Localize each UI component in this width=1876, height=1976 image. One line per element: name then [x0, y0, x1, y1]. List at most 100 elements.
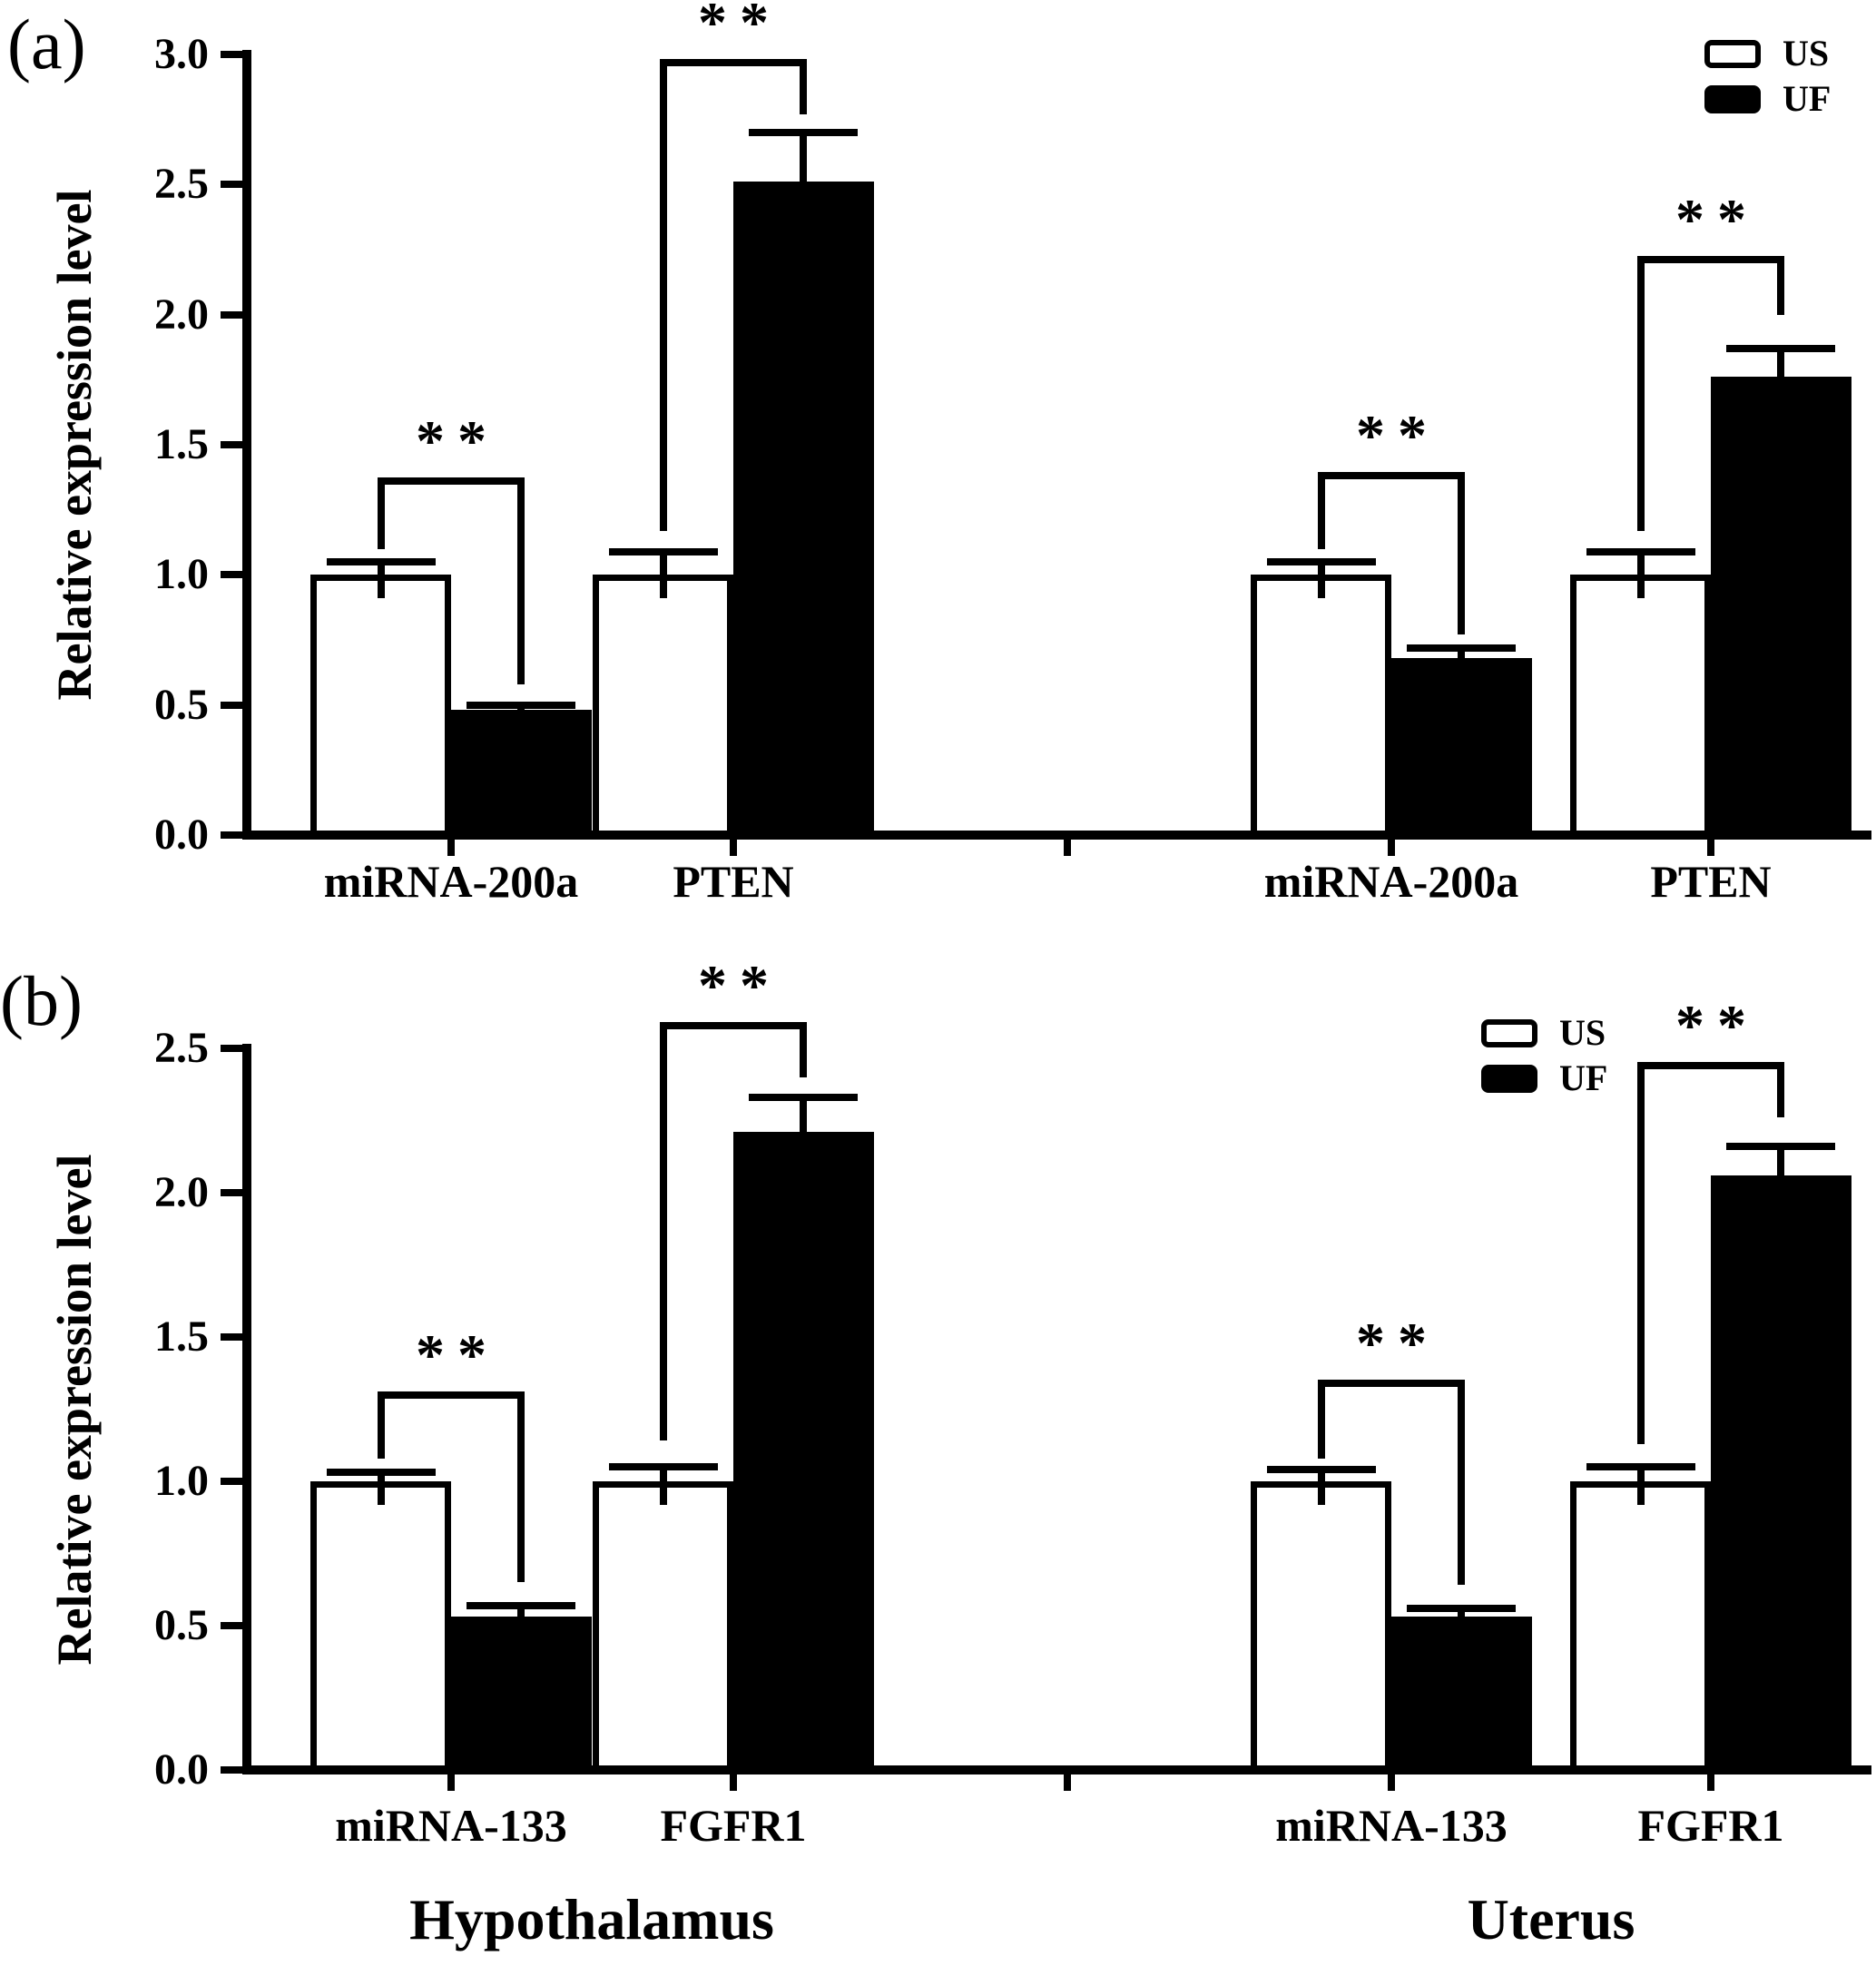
x-tick	[730, 840, 737, 856]
legend-label: US	[1783, 33, 1830, 74]
y-tick	[221, 181, 243, 189]
y-tick-label: 0.0	[154, 811, 209, 859]
error-bar-stem	[1458, 1607, 1465, 1641]
bar-us	[1570, 575, 1711, 839]
category-label: miRNA-133	[1275, 1800, 1508, 1851]
significance-bracket-right-arm	[517, 1391, 525, 1583]
y-tick-label: 2.0	[154, 290, 209, 339]
error-bar-cap	[609, 547, 718, 555]
error-bar-cap	[1586, 547, 1695, 555]
x-tick	[1064, 840, 1071, 856]
significance-bracket-left-arm	[660, 1021, 667, 1441]
x-tick	[1707, 1774, 1714, 1791]
legend-label: UF	[1559, 1057, 1608, 1098]
category-label: miRNA-133	[335, 1800, 567, 1851]
y-tick	[221, 1478, 243, 1485]
error-bar-stem	[660, 551, 667, 599]
significance-bracket-top	[378, 1391, 525, 1399]
y-tick-label: 2.0	[154, 1168, 209, 1216]
significance-bracket-right-arm	[1777, 1062, 1784, 1118]
y-tick	[221, 1333, 243, 1341]
significance-bracket-right-arm	[517, 477, 525, 684]
significance-bracket-left-arm	[378, 1391, 385, 1459]
panel-letter: (a)	[7, 5, 86, 84]
y-tick	[221, 51, 243, 58]
panel-letter: (b)	[0, 961, 83, 1040]
y-tick-label: 3.0	[154, 30, 209, 78]
significance-bracket-left-arm	[1318, 472, 1325, 549]
x-axis-line	[242, 831, 1871, 840]
y-tick-label: 0.0	[154, 1745, 209, 1794]
significance-stars: **	[416, 408, 499, 474]
legend-swatch-uf	[1704, 85, 1761, 113]
significance-bracket-left-arm	[1318, 1379, 1325, 1459]
error-bar-cap	[1407, 1604, 1516, 1612]
error-bar-cap	[327, 558, 436, 565]
bar-us	[593, 1481, 733, 1774]
significance-stars: **	[698, 0, 781, 54]
error-bar-cap	[609, 1463, 718, 1471]
y-tick-label: 1.0	[154, 550, 209, 599]
x-tick	[1388, 1774, 1395, 1791]
legend-swatch-us	[1704, 40, 1761, 68]
significance-bracket-top	[378, 477, 525, 486]
bar-us	[1570, 1481, 1711, 1774]
significance-bracket-right-arm	[1458, 1379, 1465, 1586]
error-bar-cap	[467, 1601, 575, 1609]
y-tick	[221, 1045, 243, 1052]
error-bar-stem	[517, 704, 525, 734]
error-bar-stem	[378, 1472, 385, 1505]
significance-bracket-right-arm	[1777, 256, 1784, 315]
error-bar-stem	[1637, 1467, 1645, 1505]
y-tick	[221, 571, 243, 579]
x-tick	[1707, 840, 1714, 856]
error-bar-cap	[1586, 1463, 1695, 1471]
error-bar-stem	[378, 562, 385, 599]
x-tick	[1064, 1774, 1071, 1791]
error-bar-cap	[1407, 644, 1516, 652]
legend-label: US	[1559, 1012, 1606, 1053]
significance-stars: **	[1675, 993, 1759, 1058]
error-bar-stem	[1637, 551, 1645, 599]
bar-uf	[1711, 1175, 1851, 1774]
category-label: FGFR1	[660, 1800, 807, 1851]
bar-uf	[733, 1132, 874, 1774]
legend-swatch-us	[1481, 1019, 1537, 1047]
bar-us	[310, 575, 451, 839]
legend-swatch-uf	[1481, 1065, 1537, 1093]
error-bar-stem	[1777, 348, 1784, 401]
category-label: FGFR1	[1637, 1800, 1784, 1851]
x-axis-line	[242, 1765, 1871, 1774]
bar-uf	[733, 182, 874, 839]
y-tick-label: 2.5	[154, 1024, 209, 1072]
error-bar-stem	[1318, 1470, 1325, 1505]
category-label: miRNA-200a	[1263, 856, 1519, 907]
legend-label: UF	[1783, 78, 1832, 119]
y-tick-label: 1.5	[154, 420, 209, 468]
error-bar-cap	[327, 1469, 436, 1477]
y-tick-label: 0.5	[154, 1601, 209, 1649]
y-tick	[221, 1622, 243, 1629]
bar-us	[1251, 1481, 1391, 1774]
error-bar-stem	[1318, 562, 1325, 599]
tissue-label: Hypothalamus	[409, 1887, 774, 1951]
y-tick-label: 2.5	[154, 160, 209, 209]
bar-us	[1251, 575, 1391, 839]
y-tick	[221, 831, 243, 839]
x-tick	[447, 840, 455, 856]
significance-bracket-right-arm	[800, 1021, 807, 1077]
bar-uf	[1711, 377, 1851, 839]
y-tick	[221, 441, 243, 448]
x-tick	[447, 1774, 455, 1791]
bar-us	[310, 1481, 451, 1774]
y-tick	[221, 1766, 243, 1774]
error-bar-stem	[660, 1467, 667, 1505]
significance-stars: **	[1356, 1310, 1439, 1375]
error-bar-cap	[749, 1094, 858, 1102]
error-bar-cap	[1267, 1466, 1376, 1474]
category-label: PTEN	[1650, 856, 1772, 907]
significance-bracket-right-arm	[1458, 472, 1465, 635]
error-bar-cap	[1726, 1143, 1835, 1151]
significance-bracket-top	[660, 58, 807, 66]
